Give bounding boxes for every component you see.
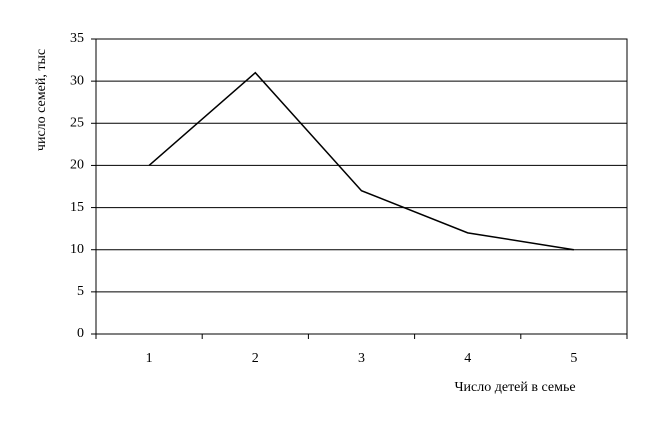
y-tick-label: 20 xyxy=(70,158,84,173)
line xyxy=(148,71,575,251)
plot-area xyxy=(95,38,628,335)
x-axis-label: Число детей в семье xyxy=(454,380,575,395)
y-tick-label: 25 xyxy=(70,116,84,131)
y-tick-label: 0 xyxy=(77,326,84,341)
y-tick-label: 10 xyxy=(70,242,84,257)
y-axis-label: число семей, тыс xyxy=(34,49,49,151)
x-tick-label: 4 xyxy=(464,351,471,366)
x-tick-label: 3 xyxy=(358,351,365,366)
y-tick-label: 5 xyxy=(77,284,84,299)
y-tick-label: 35 xyxy=(70,31,84,46)
y-tick-label: 30 xyxy=(70,73,84,88)
x-tick-label: 5 xyxy=(570,351,577,366)
y-tick-label: 15 xyxy=(70,200,84,215)
x-tick-label: 2 xyxy=(252,351,259,366)
x-tick-label: 1 xyxy=(146,351,153,366)
